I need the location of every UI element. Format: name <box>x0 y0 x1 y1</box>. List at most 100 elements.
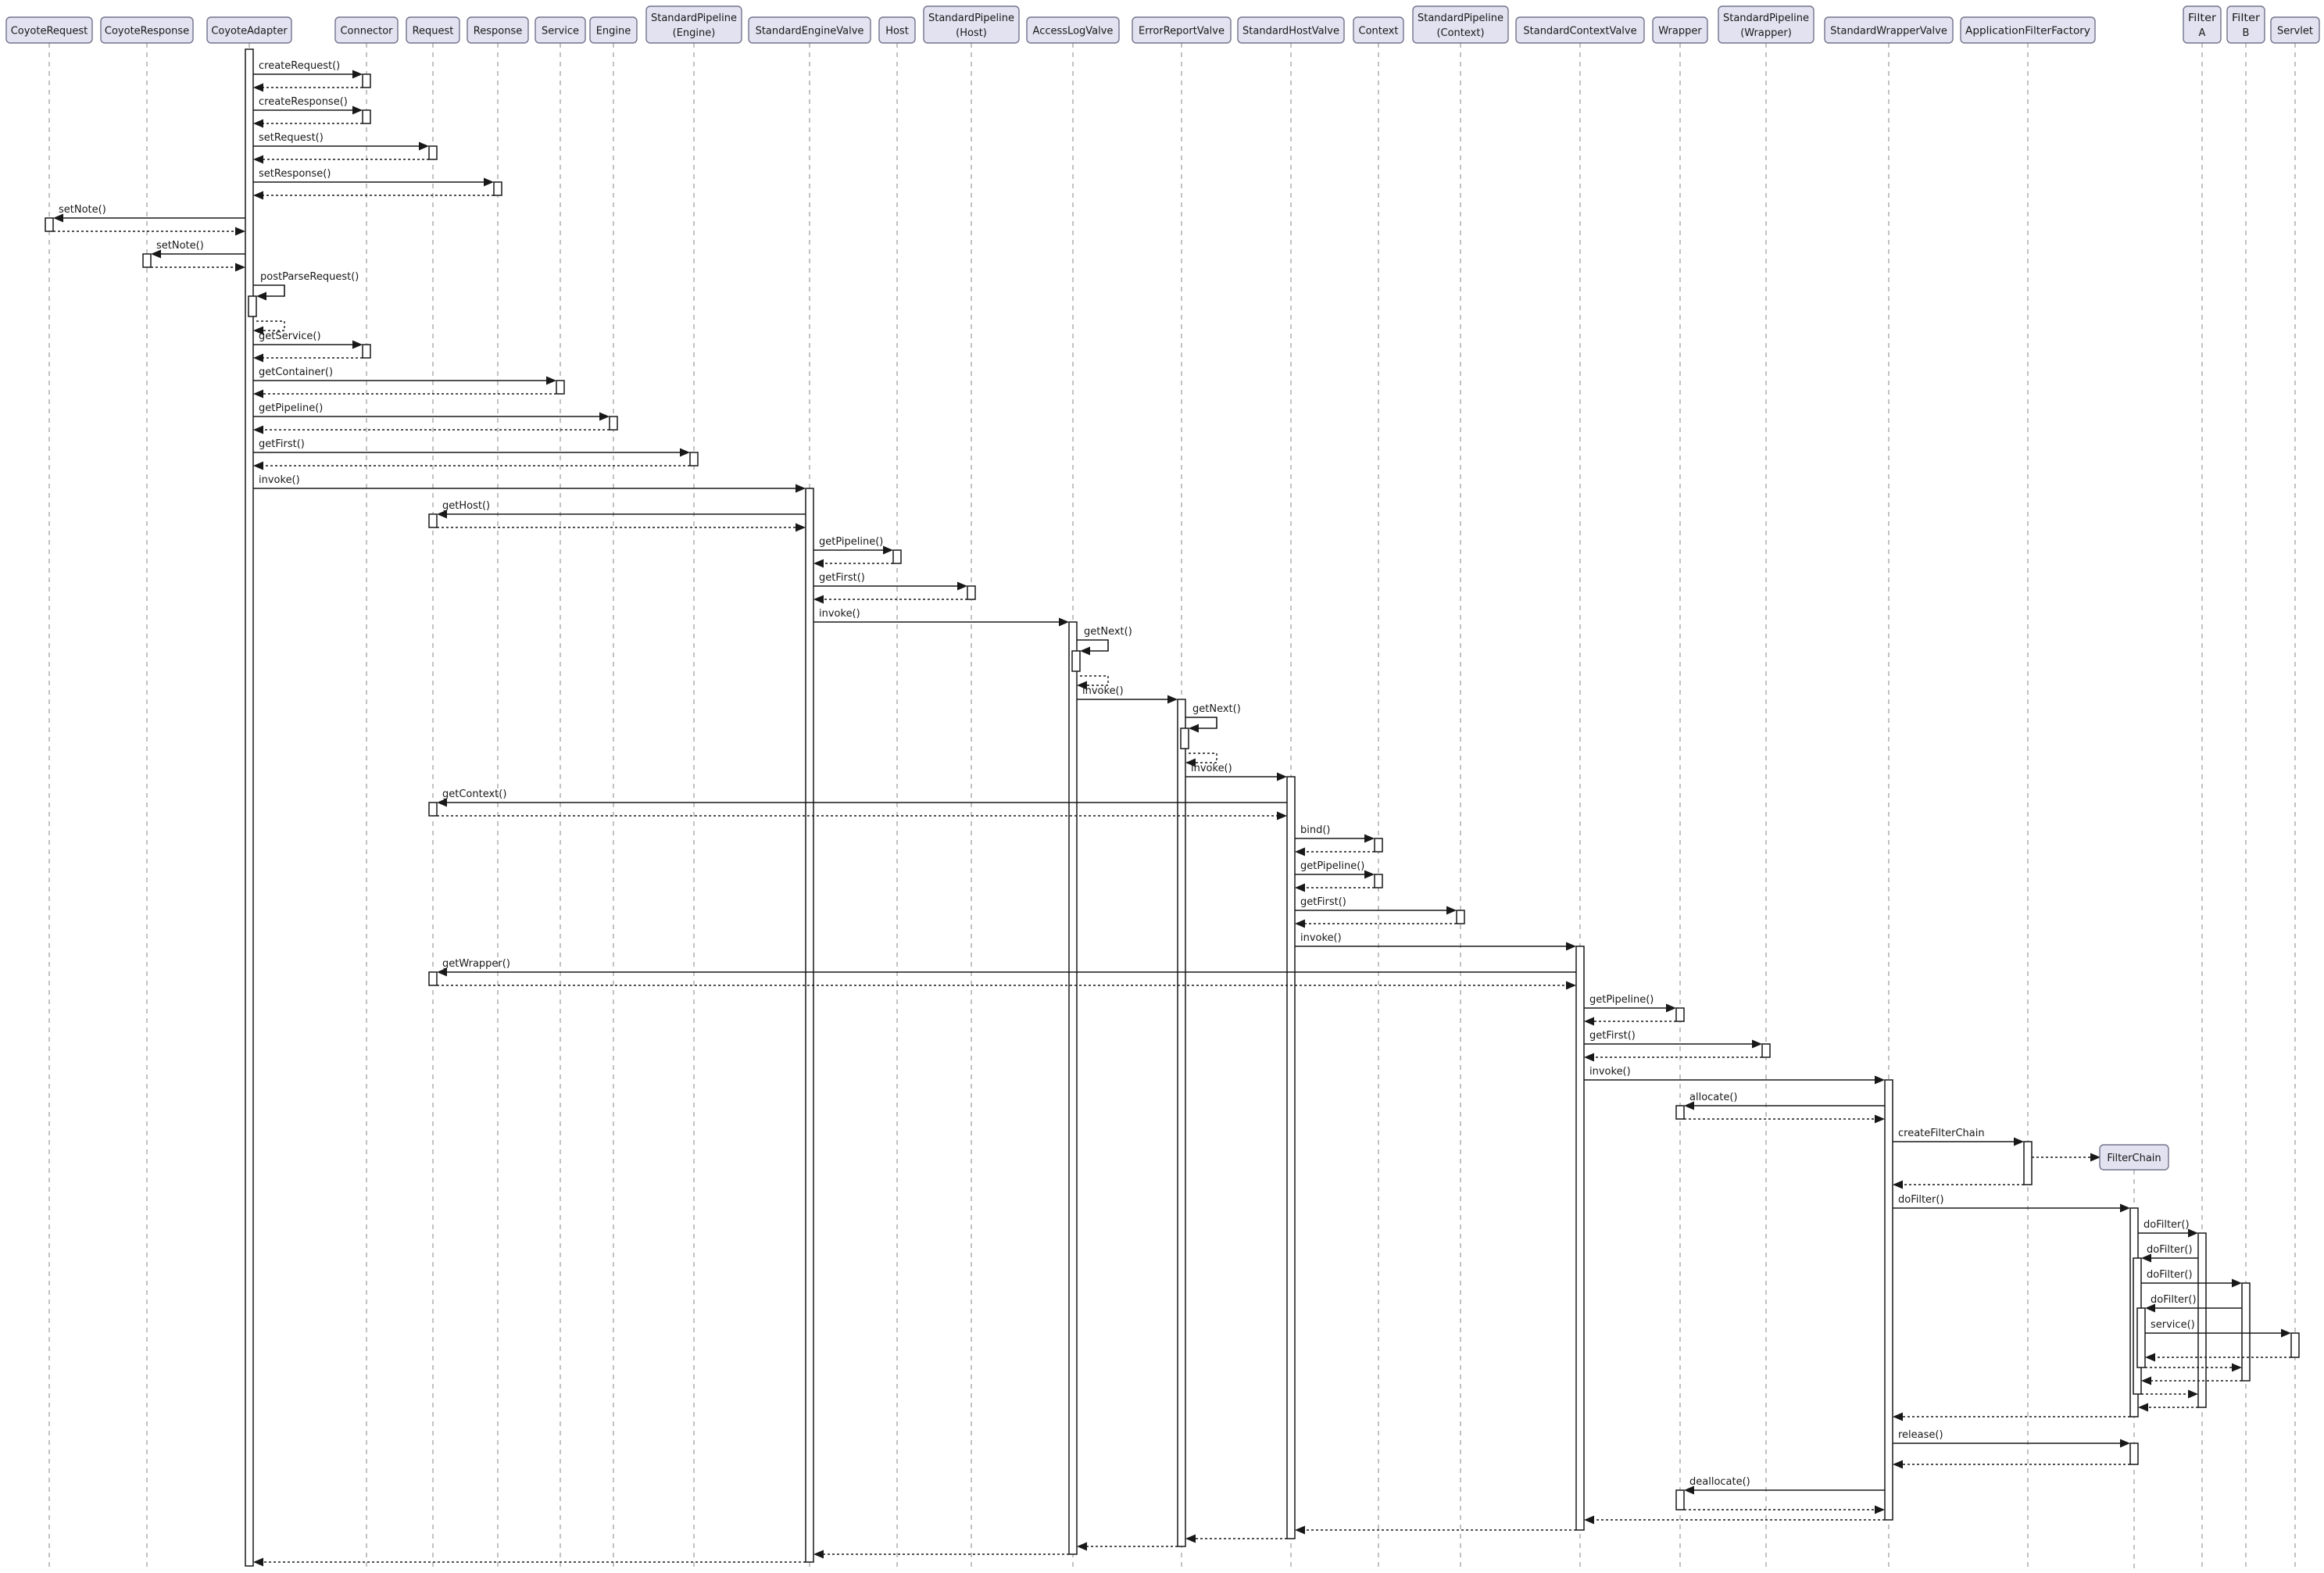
return-message <box>253 425 610 434</box>
arrowhead <box>1566 942 1576 951</box>
participant-box <box>1652 16 1708 44</box>
participant-label: Host <box>885 26 909 38</box>
self-return-line <box>1080 675 1109 686</box>
participant-servlet: Servlet <box>2270 16 2320 44</box>
message-label: getWrapper() <box>442 958 510 970</box>
participant-box <box>5 16 93 44</box>
arrowhead <box>1077 1542 1087 1551</box>
arrowhead <box>2120 1439 2130 1448</box>
participant-label: CoyoteRequest <box>11 26 88 38</box>
activation-bar-request <box>428 971 438 986</box>
call-message: getHost() <box>437 500 806 519</box>
activation-bar-context <box>1374 838 1383 853</box>
participant-box <box>1353 16 1404 44</box>
call-message: allocate() <box>1684 1092 1885 1110</box>
participant-box <box>645 5 742 44</box>
message-label: invoke() <box>1191 763 1232 774</box>
return-message <box>1077 1542 1178 1551</box>
activation-bar-standard_pipeline_wrapper <box>1761 1043 1771 1058</box>
activation-bar-filter_chain <box>2129 1443 2139 1465</box>
message-label: getService() <box>259 331 321 342</box>
participant-box <box>1412 5 1509 44</box>
activation-bar-access_log_valve <box>1068 621 1078 1555</box>
arrowhead <box>1666 1003 1676 1013</box>
message-label: invoke() <box>1589 1066 1631 1078</box>
return-message <box>2145 1363 2242 1372</box>
return-message <box>253 353 363 363</box>
message-label: service() <box>2151 1319 2195 1331</box>
return-message <box>1684 1114 1885 1124</box>
return-message <box>53 227 245 236</box>
arrowhead <box>1875 1114 1885 1124</box>
return-message <box>1584 1017 1676 1026</box>
return-message <box>1893 1460 2130 1469</box>
arrowhead <box>1893 1180 1903 1189</box>
arrowhead <box>256 291 266 301</box>
participant-box <box>1718 5 1815 44</box>
call-message: getFirst() <box>1584 1030 1762 1049</box>
participant-label: StandardWrapperValve <box>1830 26 1947 38</box>
return-message <box>1185 1534 1287 1543</box>
activation-bar-error_report_valve <box>1177 699 1186 1547</box>
arrowhead <box>2232 1363 2242 1372</box>
participant-box <box>1026 16 1120 44</box>
participant-host: Host <box>878 16 916 44</box>
activation-bar-request <box>428 513 438 528</box>
arrowhead <box>2281 1328 2291 1338</box>
arrowhead <box>2138 1403 2148 1412</box>
participant-box <box>467 16 529 44</box>
arrowhead <box>2232 1278 2242 1288</box>
activation-bar-wrapper <box>1675 1489 1685 1510</box>
call-message: invoke() <box>813 608 1069 627</box>
return-message <box>1584 1515 1885 1525</box>
participant-label: (Host) <box>956 27 987 39</box>
participant-box <box>1960 16 2096 44</box>
arrowhead <box>253 353 263 363</box>
activation-bar-standard_pipeline_context <box>1456 910 1465 924</box>
call-message: setResponse() <box>253 168 494 187</box>
arrowhead <box>253 119 263 128</box>
arrowhead <box>253 155 263 164</box>
return-message <box>813 559 893 568</box>
call-message: invoke() <box>1077 685 1178 704</box>
arrowhead <box>2188 1228 2198 1238</box>
return-message <box>2141 1389 2198 1399</box>
participant-box <box>923 5 1020 44</box>
participant-standard_pipeline_wrapper: StandardPipeline (Wrapper) <box>1718 5 1815 44</box>
call-message: release() <box>1893 1429 2130 1448</box>
participant-label: ErrorReportValve <box>1139 26 1225 38</box>
message-label: deallocate() <box>1689 1476 1750 1488</box>
arrowhead <box>1295 847 1305 856</box>
arrowhead <box>1364 834 1375 843</box>
participant-label: StandardHostValve <box>1242 26 1339 38</box>
call-message: getContainer() <box>253 366 556 385</box>
activation-bar-host <box>892 549 902 564</box>
activation-bar-response <box>493 181 502 196</box>
call-message: bind() <box>1295 824 1375 843</box>
participant-standard_pipeline_engine: StandardPipeline (Engine) <box>645 5 742 44</box>
return-message <box>2138 1403 2198 1412</box>
participant-box <box>2183 5 2222 44</box>
call-message: getPipeline() <box>253 402 610 421</box>
arrowhead <box>1446 906 1457 915</box>
self-return-line <box>1189 753 1217 763</box>
arrowhead <box>2141 1376 2151 1385</box>
arrowhead <box>813 1550 824 1559</box>
arrowhead <box>419 141 429 151</box>
call-message: getFirst() <box>813 572 967 591</box>
activation-bar-wrapper <box>1675 1105 1685 1120</box>
participant-label: Service <box>542 26 579 38</box>
arrowhead <box>1684 1101 1694 1110</box>
participant-wrapper: Wrapper <box>1652 16 1708 44</box>
participant-response: Response <box>467 16 529 44</box>
call-message: getPipeline() <box>1295 860 1375 879</box>
messages-layer: createRequest() createResponse() setReques… <box>53 60 2291 1567</box>
activation-bar-filter_b <box>2241 1282 2251 1382</box>
participant-label: FilterChain <box>2107 1153 2161 1164</box>
self-activation-bar <box>248 295 257 317</box>
return-message <box>1295 847 1375 856</box>
message-label: getFirst() <box>259 438 305 450</box>
call-message: deallocate() <box>1684 1476 1885 1495</box>
participant-label: (Wrapper) <box>1740 27 1792 39</box>
arrowhead <box>437 509 447 519</box>
